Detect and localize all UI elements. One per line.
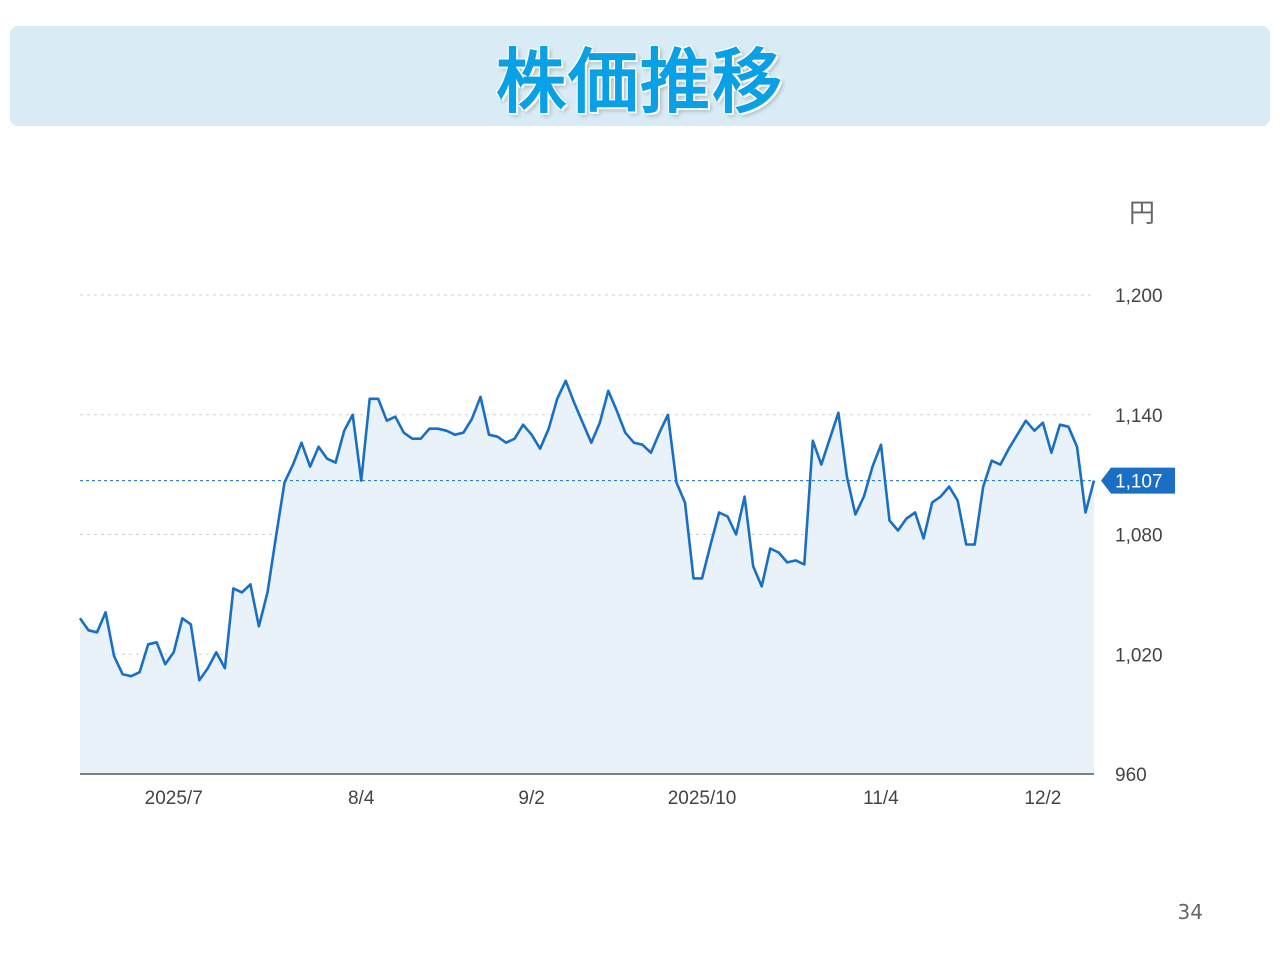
title-banner: 株価推移 [10, 26, 1270, 126]
x-tick-label: 8/4 [348, 788, 375, 809]
current-price-label: 1,107 [1115, 472, 1163, 493]
x-tick-label: 9/2 [518, 788, 544, 809]
x-tick-label: 2025/10 [668, 788, 737, 809]
x-tick-label: 2025/7 [145, 788, 203, 809]
y-axis-ticks: 1,200 1,140 1,080 1,020 960 [1115, 286, 1163, 786]
slide-title: 株価推移 [496, 40, 784, 123]
x-tick-label: 12/2 [1024, 788, 1061, 809]
price-area-fill [80, 380, 1094, 774]
unit-label: 円 [1129, 199, 1155, 229]
x-axis-ticks: 2025/7 8/4 9/2 2025/10 11/4 12/2 [145, 788, 1062, 809]
current-price-badge [1101, 467, 1175, 494]
y-tick-label: 1,140 [1115, 406, 1163, 427]
x-tick-label: 11/4 [863, 788, 899, 809]
y-tick-label: 1,200 [1115, 286, 1163, 307]
page-number: 34 [1177, 900, 1203, 924]
y-tick-label: 1,080 [1115, 526, 1163, 547]
price-line [78, 379, 1096, 682]
current-price-marker: 1,107 [1101, 467, 1175, 494]
y-tick-label: 1,020 [1115, 645, 1163, 666]
y-tick-label: 960 [1115, 765, 1147, 786]
